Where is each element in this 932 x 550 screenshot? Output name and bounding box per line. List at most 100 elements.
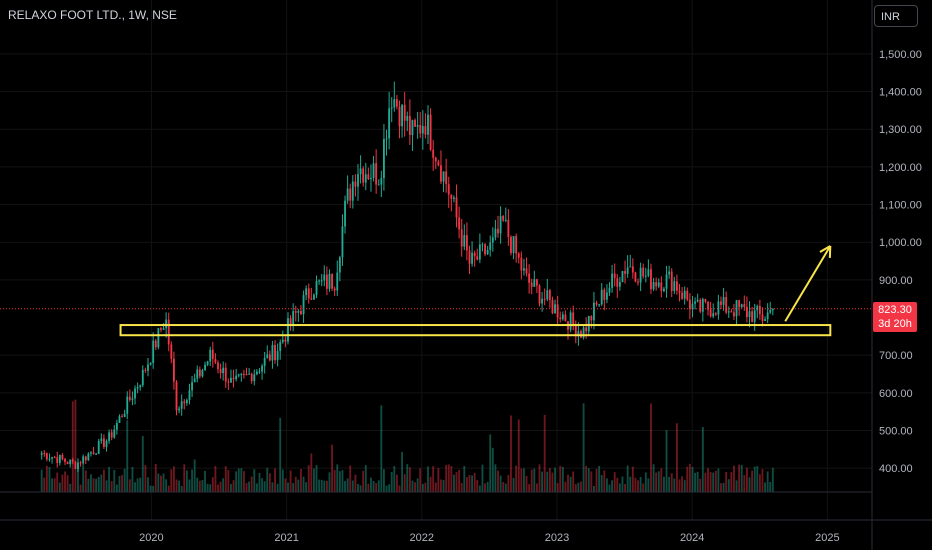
candle-body — [144, 369, 147, 371]
volume-bar — [450, 465, 453, 492]
volume-bar — [242, 471, 245, 492]
volume-bar — [554, 467, 556, 492]
candlestick-series — [40, 81, 774, 472]
volume-bar — [722, 482, 725, 492]
candle-body — [463, 235, 466, 247]
candle-body — [756, 305, 759, 311]
candle-body — [289, 318, 292, 325]
candle-body — [556, 304, 559, 318]
candle-body — [375, 163, 378, 185]
annotations — [0, 245, 872, 337]
volume-bar — [683, 480, 686, 492]
volume-bar — [756, 465, 759, 492]
candle-body — [336, 272, 339, 291]
volume-bar — [152, 485, 155, 492]
volume-bar — [411, 480, 414, 492]
candle-body — [302, 295, 305, 315]
volume-bar — [40, 469, 43, 492]
volume-bar — [318, 479, 321, 492]
candle-body — [328, 273, 331, 289]
candle-body — [232, 377, 235, 380]
volume-bar — [45, 465, 48, 492]
volume-bar — [261, 478, 263, 492]
volume-bar — [79, 484, 82, 492]
volume-bar — [585, 465, 588, 492]
volume-bar — [572, 471, 575, 492]
volume-bar — [328, 472, 331, 492]
volume-bar — [569, 476, 572, 492]
candle-body — [245, 373, 248, 375]
candle-body — [574, 324, 577, 337]
candle-body — [733, 312, 735, 317]
candle-body — [253, 374, 256, 382]
candle-body — [188, 390, 191, 401]
y-tick-label: 500.00 — [879, 426, 913, 438]
candle-body — [712, 313, 715, 317]
volume-bar — [43, 477, 46, 492]
volume-bar — [268, 473, 271, 492]
candle-body — [683, 290, 686, 299]
candle-body — [429, 114, 432, 150]
candle-body — [538, 285, 541, 304]
volume-bar — [224, 466, 227, 492]
volume-bar — [652, 464, 655, 492]
volume-bar — [390, 472, 393, 492]
volume-bar — [201, 479, 204, 492]
volume-bar — [642, 483, 645, 492]
candle-body — [590, 316, 593, 321]
candle-body — [766, 312, 769, 320]
candle-body — [447, 184, 450, 195]
volume-bar — [204, 470, 206, 492]
candle-body — [341, 226, 344, 258]
y-tick-label: 700.00 — [879, 350, 913, 362]
volume-bar — [564, 481, 567, 492]
volume-bar — [385, 485, 388, 492]
candle-body — [673, 281, 676, 292]
volume-bar — [219, 481, 222, 492]
x-tick-label: 2023 — [545, 532, 569, 544]
volume-bar — [510, 415, 512, 492]
volume-bar — [77, 465, 79, 492]
candle-body — [548, 290, 551, 301]
volume-bar — [128, 479, 131, 492]
y-tick-label: 1,300.00 — [879, 124, 922, 136]
candle-body — [165, 319, 168, 329]
candle-body — [406, 116, 409, 121]
candle-body — [178, 408, 181, 411]
candle-body — [621, 271, 624, 282]
volume-bar — [512, 477, 515, 492]
volume-bar — [398, 485, 401, 492]
volume-bar — [401, 452, 404, 492]
volume-bar — [144, 465, 147, 492]
volume-bar — [357, 484, 359, 492]
volume-bar — [87, 478, 90, 492]
currency-button[interactable]: INR — [874, 5, 918, 27]
volume-bar — [712, 472, 715, 492]
candle-body — [279, 342, 282, 351]
volume-bar — [637, 480, 639, 492]
candle-body — [561, 314, 564, 320]
candle-body — [167, 319, 170, 345]
volume-bar — [670, 473, 673, 492]
candle-body — [77, 462, 79, 469]
candle-body — [66, 461, 69, 465]
volume-bar — [478, 485, 481, 492]
candle-body — [354, 181, 357, 187]
volume-bar — [105, 480, 108, 492]
candle-body — [258, 371, 261, 373]
volume-bar — [307, 465, 310, 492]
candle-body — [134, 388, 136, 399]
candle-body — [297, 310, 300, 313]
volume-bar — [320, 479, 323, 492]
candle-body — [665, 274, 668, 289]
candle-body — [533, 279, 536, 287]
volume-bar — [440, 479, 442, 492]
x-tick-label: 2024 — [680, 532, 704, 544]
volume-bar — [185, 470, 188, 492]
candle-body — [634, 272, 637, 282]
candle-body — [751, 311, 754, 322]
volume-bar — [663, 476, 665, 492]
volume-bar — [237, 468, 240, 492]
candle-body — [491, 237, 494, 243]
